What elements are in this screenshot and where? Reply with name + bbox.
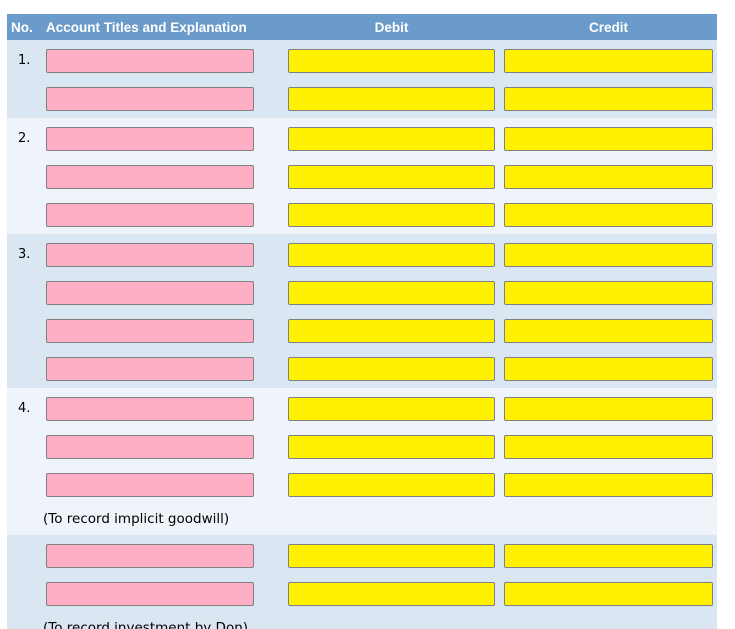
debit-amount-input[interactable] <box>288 243 495 267</box>
journal-row <box>7 203 717 227</box>
debit-amount-input[interactable] <box>288 357 495 381</box>
journal-row <box>7 319 717 343</box>
account-title-input[interactable] <box>46 357 254 381</box>
credit-amount-input[interactable] <box>504 473 713 497</box>
entry-group-1: 1. <box>7 40 717 118</box>
row-number <box>7 357 46 381</box>
row-number <box>7 544 46 568</box>
account-title-input[interactable] <box>46 203 254 227</box>
credit-amount-input[interactable] <box>504 203 713 227</box>
journal-row <box>7 165 717 189</box>
journal-row: 3. <box>7 243 717 267</box>
row-number: 3. <box>18 247 31 262</box>
debit-amount-input[interactable] <box>288 582 495 606</box>
account-title-input[interactable] <box>46 319 254 343</box>
row-number <box>7 203 46 227</box>
journal-row <box>7 357 717 381</box>
debit-amount-input[interactable] <box>288 319 495 343</box>
journal-row <box>7 87 717 111</box>
table-body: 1. 2. 3. 4. (To record implicit goodwill) (To… <box>7 40 717 629</box>
entry-group-4: 4. (To record implicit goodwill) <box>7 388 717 535</box>
entry-group-2: 2. <box>7 118 717 234</box>
journal-entry-table: No. Account Titles and Explanation Debit… <box>7 14 717 629</box>
credit-amount-input[interactable] <box>504 127 713 151</box>
entry-group-5: (To record investment by Don) <box>7 535 717 629</box>
entry-group-3: 3. <box>7 234 717 388</box>
account-title-input[interactable] <box>46 281 254 305</box>
account-title-input[interactable] <box>46 435 254 459</box>
row-number: 4. <box>18 401 31 416</box>
account-title-input[interactable] <box>46 49 254 73</box>
credit-amount-input[interactable] <box>504 165 713 189</box>
credit-amount-input[interactable] <box>504 243 713 267</box>
debit-amount-input[interactable] <box>288 203 495 227</box>
credit-amount-input[interactable] <box>504 435 713 459</box>
debit-amount-input[interactable] <box>288 435 495 459</box>
account-title-input[interactable] <box>46 87 254 111</box>
credit-amount-input[interactable] <box>504 357 713 381</box>
credit-amount-input[interactable] <box>504 49 713 73</box>
entry-note: (To record implicit goodwill) <box>43 511 230 527</box>
row-number <box>7 435 46 459</box>
column-header-account-titles: Account Titles and Explanation <box>46 19 247 35</box>
row-number <box>7 582 46 606</box>
column-header-no: No. <box>11 19 33 35</box>
journal-row <box>7 435 717 459</box>
credit-amount-input[interactable] <box>504 397 713 421</box>
row-number <box>7 319 46 343</box>
credit-amount-input[interactable] <box>504 87 713 111</box>
account-title-input[interactable] <box>46 544 254 568</box>
account-title-input[interactable] <box>46 243 254 267</box>
debit-amount-input[interactable] <box>288 49 495 73</box>
row-number <box>7 87 46 111</box>
account-title-input[interactable] <box>46 473 254 497</box>
column-header-debit: Debit <box>374 19 409 35</box>
journal-row <box>7 473 717 497</box>
journal-row <box>7 544 717 568</box>
debit-amount-input[interactable] <box>288 165 495 189</box>
journal-row <box>7 582 717 606</box>
row-number <box>7 473 46 497</box>
debit-amount-input[interactable] <box>288 87 495 111</box>
debit-amount-input[interactable] <box>288 544 495 568</box>
row-number: 2. <box>18 131 31 146</box>
account-title-input[interactable] <box>46 127 254 151</box>
debit-amount-input[interactable] <box>288 473 495 497</box>
credit-amount-input[interactable] <box>504 281 713 305</box>
table-header-row: No. Account Titles and Explanation Debit… <box>7 14 717 40</box>
account-title-input[interactable] <box>46 165 254 189</box>
entry-note: (To record investment by Don) <box>43 620 249 629</box>
journal-row: 4. <box>7 397 717 421</box>
journal-row <box>7 281 717 305</box>
debit-amount-input[interactable] <box>288 281 495 305</box>
credit-amount-input[interactable] <box>504 544 713 568</box>
row-number: 1. <box>18 53 31 68</box>
row-number <box>7 281 46 305</box>
journal-row: 2. <box>7 127 717 151</box>
debit-amount-input[interactable] <box>288 397 495 421</box>
debit-amount-input[interactable] <box>288 127 495 151</box>
column-header-credit: Credit <box>588 19 628 35</box>
credit-amount-input[interactable] <box>504 319 713 343</box>
account-title-input[interactable] <box>46 582 254 606</box>
row-number <box>7 165 46 189</box>
account-title-input[interactable] <box>46 397 254 421</box>
journal-row: 1. <box>7 49 717 73</box>
credit-amount-input[interactable] <box>504 582 713 606</box>
